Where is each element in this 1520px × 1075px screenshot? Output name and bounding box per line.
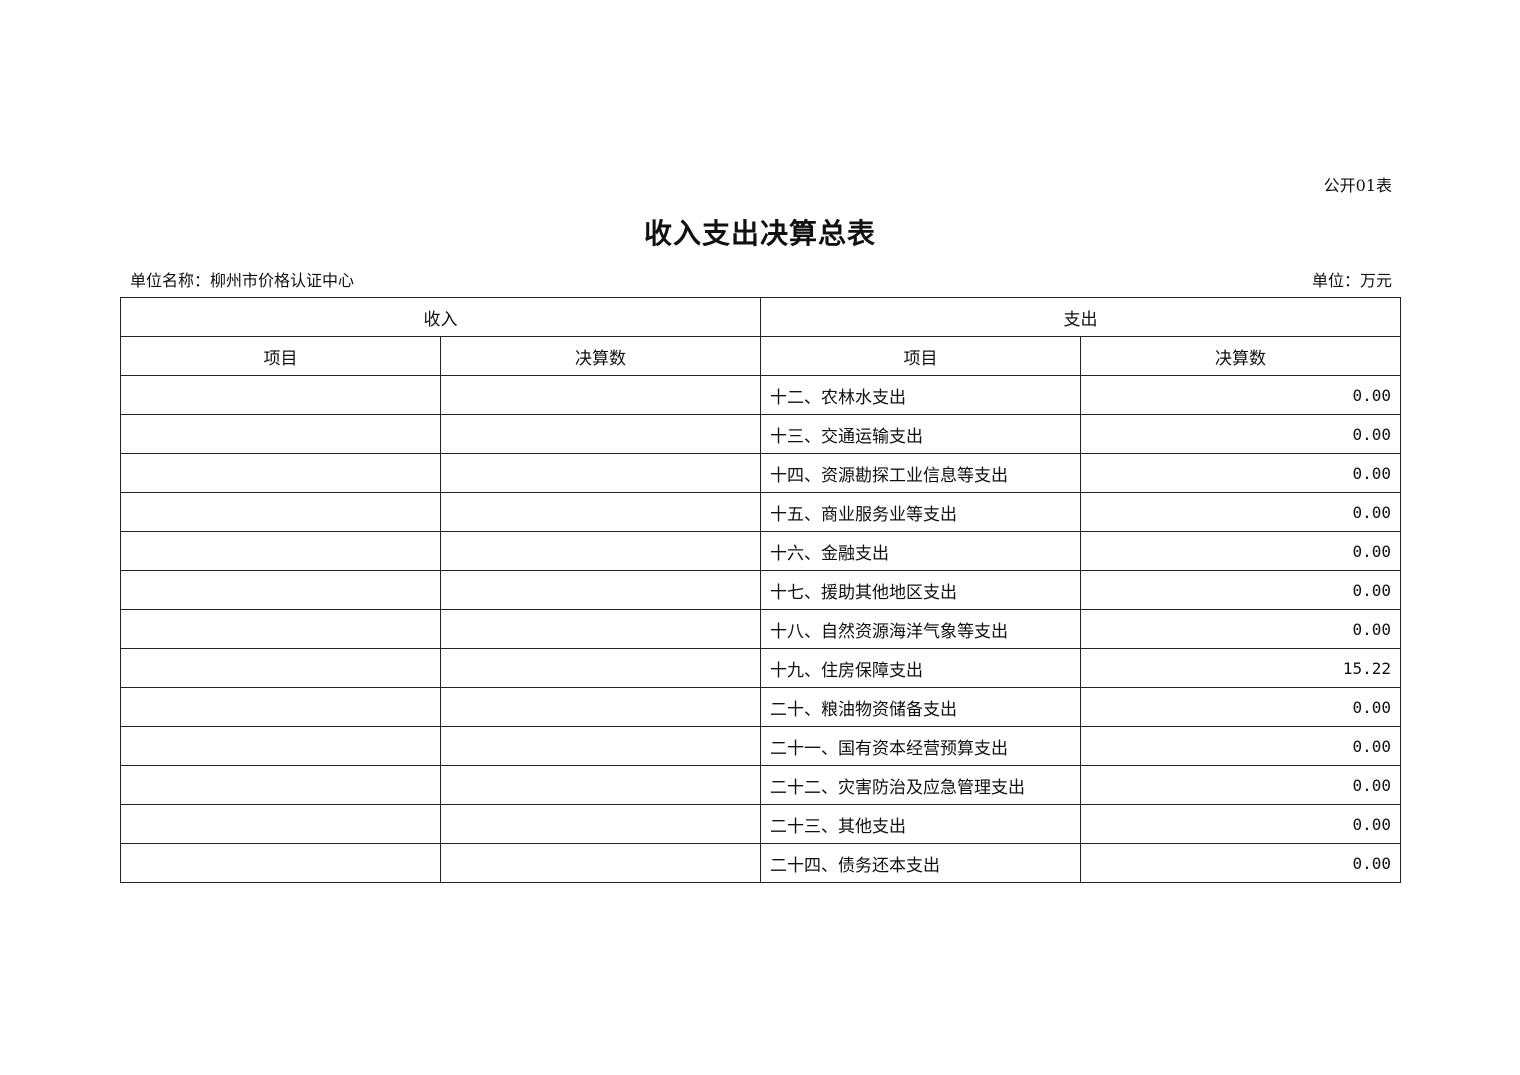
expense-amount-cell: 0.00 (1080, 765, 1401, 805)
income-group-header: 收入 (120, 297, 761, 337)
table-row: 二十二、灾害防治及应急管理支出 0.00 (120, 765, 1401, 805)
expense-amount-cell: 0.00 (1080, 843, 1401, 883)
income-amount-cell (440, 375, 761, 415)
expense-item-cell: 十六、金融支出 (760, 531, 1081, 571)
income-item-cell (120, 570, 441, 610)
expense-item-cell: 二十一、国有资本经营预算支出 (760, 726, 1081, 766)
currency-unit: 单位：万元 (1311, 271, 1392, 290)
expense-group-header: 支出 (760, 297, 1401, 337)
table-row: 十五、商业服务业等支出 0.00 (120, 492, 1401, 532)
expense-item-cell: 二十三、其他支出 (760, 804, 1081, 844)
table-row: 二十一、国有资本经营预算支出 0.00 (120, 726, 1401, 766)
expense-amount-cell: 0.00 (1080, 453, 1401, 493)
expense-item-cell: 十二、农林水支出 (760, 375, 1081, 415)
expense-item-cell: 十四、资源勘探工业信息等支出 (760, 453, 1081, 493)
income-amount-cell (440, 492, 761, 532)
expense-amount-cell: 0.00 (1080, 375, 1401, 415)
table-row: 十四、资源勘探工业信息等支出 0.00 (120, 453, 1401, 493)
income-item-cell (120, 726, 441, 766)
expense-item-cell: 二十二、灾害防治及应急管理支出 (760, 765, 1081, 805)
income-item-cell (120, 648, 441, 688)
income-item-cell (120, 375, 441, 415)
table-row: 十八、自然资源海洋气象等支出 0.00 (120, 609, 1401, 649)
expense-item-cell: 十三、交通运输支出 (760, 414, 1081, 454)
expense-amount-cell: 0.00 (1080, 492, 1401, 532)
expense-item-cell: 二十四、债务还本支出 (760, 843, 1081, 883)
expense-amount-cell: 0.00 (1080, 570, 1401, 610)
income-item-cell (120, 531, 441, 571)
expense-amount-cell: 0.00 (1080, 531, 1401, 571)
expense-amount-cell: 0.00 (1080, 726, 1401, 766)
income-amount-cell (440, 414, 761, 454)
column-header: 项目 (120, 336, 441, 376)
column-header-row: 项目 决算数 项目 决算数 (120, 336, 1401, 376)
income-amount-cell (440, 453, 761, 493)
income-item-cell (120, 687, 441, 727)
income-amount-cell (440, 570, 761, 610)
income-item-cell (120, 609, 441, 649)
income-expense-table: 收入 支出 项目 决算数 项目 决算数 十二、农林水支出 0.00 十三、交通运输支… (120, 297, 1401, 883)
income-item-cell (120, 453, 441, 493)
income-amount-cell (440, 609, 761, 649)
table-row: 二十三、其他支出 0.00 (120, 804, 1401, 844)
group-header-row: 收入 支出 (120, 297, 1401, 337)
table-row: 十九、住房保障支出 15.22 (120, 648, 1401, 688)
column-header: 项目 (760, 336, 1081, 376)
page-title: 收入支出决算总表 (643, 217, 876, 250)
expense-amount-cell: 0.00 (1080, 804, 1401, 844)
table-row: 十二、农林水支出 0.00 (120, 375, 1401, 415)
income-amount-cell (440, 765, 761, 805)
income-amount-cell (440, 726, 761, 766)
income-item-cell (120, 414, 441, 454)
table-row: 二十、粮油物资储备支出 0.00 (120, 687, 1401, 727)
income-amount-cell (440, 687, 761, 727)
table-row: 十六、金融支出 0.00 (120, 531, 1401, 571)
income-amount-cell (440, 648, 761, 688)
expense-amount-cell: 0.00 (1080, 687, 1401, 727)
expense-amount-cell: 0.00 (1080, 609, 1401, 649)
table-row: 十七、援助其他地区支出 0.00 (120, 570, 1401, 610)
table-row: 二十四、债务还本支出 0.00 (120, 843, 1401, 883)
unit-name: 单位名称：柳州市价格认证中心 (130, 271, 355, 290)
income-amount-cell (440, 843, 761, 883)
expense-amount-cell: 15.22 (1080, 648, 1401, 688)
expense-item-cell: 十九、住房保障支出 (760, 648, 1081, 688)
expense-amount-cell: 0.00 (1080, 414, 1401, 454)
expense-item-cell: 二十、粮油物资储备支出 (760, 687, 1081, 727)
column-header: 决算数 (440, 336, 761, 376)
income-amount-cell (440, 531, 761, 571)
form-number: 公开01表 (1323, 176, 1392, 195)
column-header: 决算数 (1080, 336, 1401, 376)
income-item-cell (120, 765, 441, 805)
income-item-cell (120, 492, 441, 532)
income-item-cell (120, 804, 441, 844)
expense-item-cell: 十八、自然资源海洋气象等支出 (760, 609, 1081, 649)
income-amount-cell (440, 804, 761, 844)
expense-item-cell: 十五、商业服务业等支出 (760, 492, 1081, 532)
income-item-cell (120, 843, 441, 883)
expense-item-cell: 十七、援助其他地区支出 (760, 570, 1081, 610)
table-row: 十三、交通运输支出 0.00 (120, 414, 1401, 454)
